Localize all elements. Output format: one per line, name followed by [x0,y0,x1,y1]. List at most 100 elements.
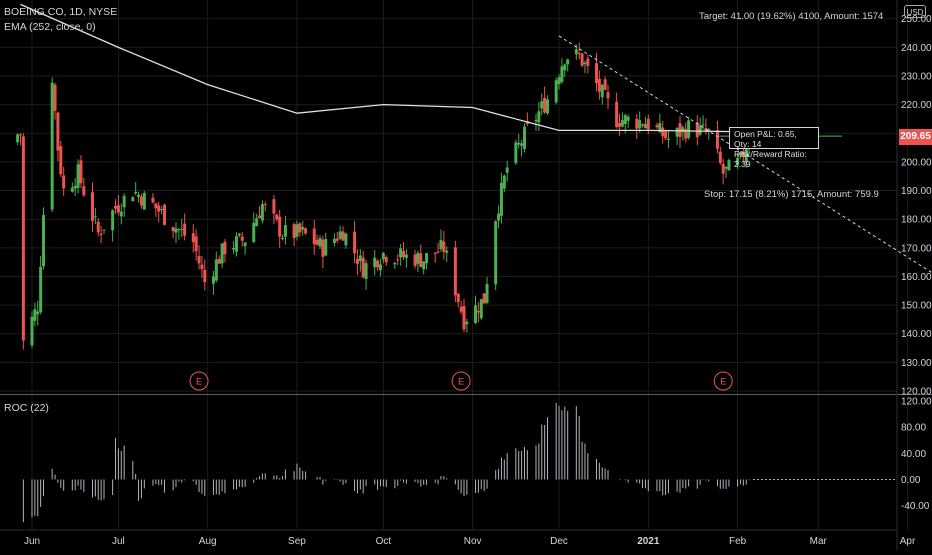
candle-body [114,206,118,209]
candle-body [499,182,503,216]
candle-body [79,160,83,184]
candle-body [312,228,316,245]
candle-body [736,157,740,166]
candle-body [586,58,590,67]
candle-body [626,116,630,121]
roc-legend[interactable]: ROC (22) [4,402,49,414]
candle-body [684,129,688,139]
candle-body [335,238,339,241]
candle-body [258,215,262,219]
candle-body [445,250,449,253]
candle-body [485,284,489,303]
candle-body [177,229,181,231]
candle-body [643,123,647,129]
y-tick-label: 240.00 [901,43,932,54]
candle-body [620,120,624,127]
candle-body [393,262,397,265]
candle-body [93,216,97,218]
candle-body [603,79,607,90]
candle-body [301,226,305,230]
candle-body [324,239,328,256]
candle-body [59,146,63,175]
candle-body [174,228,178,233]
candle-body [160,209,164,211]
candle-body [439,240,443,250]
candle-body [520,143,524,146]
candle-body [200,264,204,270]
position-pl-box[interactable]: Open P&L: 0.65, Qty: 14 Risk/Reward Rati… [729,127,819,169]
trendline [558,35,932,274]
ema-line [20,3,753,133]
candle-body [332,238,336,244]
candle-body [358,255,362,262]
candle-body [687,120,691,138]
candle-body [281,237,285,239]
candle-body [606,92,610,99]
ema-legend[interactable]: EMA (252, close, 0) [4,21,96,33]
candle-body [197,256,201,264]
candle-body [364,263,368,279]
candle-body [597,78,601,92]
candle-body [171,227,175,232]
candle-body [263,204,267,206]
x-tick-label: Jul [112,536,125,547]
candle-body [482,293,486,304]
candle-body [442,241,446,252]
earnings-marker: E [189,371,209,391]
y-tick-label: 220.00 [901,100,932,111]
candle-body [191,233,195,243]
y-tick-label: 250.00 [901,14,932,25]
symbol-legend[interactable]: BOEING CO, 1D, NYSE [4,6,118,18]
candle-body [580,53,584,66]
candle-body [62,175,66,189]
candle-body [618,123,622,127]
candle-body [131,197,135,202]
x-tick-label: 2021 [637,536,660,547]
risk-reward-text: Risk/Reward Ratio: 2.39 [734,149,807,169]
candle-body [73,185,77,189]
candle-body [623,115,627,125]
candle-body [376,260,380,268]
candle-body [399,248,403,258]
candle-body [341,231,345,241]
candle-body [715,130,719,149]
currency-badge[interactable]: USD [904,5,926,18]
candle-body [594,63,598,84]
candle-body [546,99,550,114]
candle-body [344,233,348,246]
roc-y-tick-label: 40.00 [901,449,926,460]
candle-body [681,127,685,133]
candle-body [459,306,463,312]
target-text: Target: 41.00 (19.62%) 4100, Amount: 157… [699,11,884,22]
open-pl-text: Open P&L: 0.65, Qty: 14 [734,129,797,149]
candle-body [635,118,639,129]
candle-body [353,231,357,254]
y-tick-label: 160.00 [901,272,932,283]
roc-y-tick-label: 0.00 [901,475,921,486]
candle-body [462,306,466,330]
candle-body [638,120,642,129]
candle-body [237,233,241,236]
candle-body [194,236,198,252]
roc-y-tick-label: 120.00 [901,396,932,407]
candle-body [563,64,567,71]
candle-body [505,167,509,173]
roc-bars-group [19,403,750,523]
candle-body [137,194,141,197]
candle-body [465,321,469,325]
candle-body [695,122,699,138]
candle-body [315,239,319,245]
candle-body [283,225,287,237]
candle-body [641,124,645,126]
x-tick-label: Dec [550,536,568,547]
candle-body [42,215,46,267]
candle-body [240,236,244,241]
candle-body [583,62,587,65]
candle-body [162,204,166,225]
earnings-circle [713,371,733,391]
y-tick-label: 180.00 [901,215,932,226]
candle-body [543,97,547,113]
candle-body [537,111,541,123]
